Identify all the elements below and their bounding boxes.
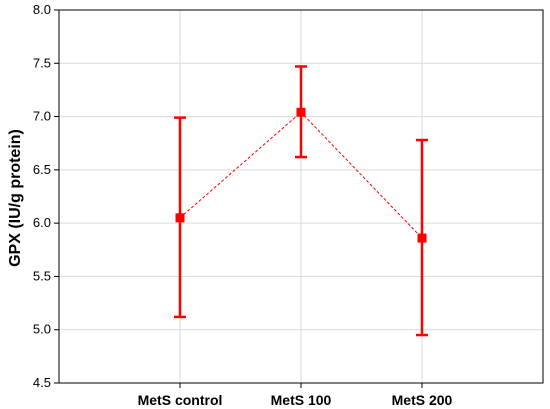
- data-point: [175, 213, 185, 223]
- x-axis: MetS control MetS 100 MetS 200: [138, 383, 453, 408]
- y-tick-label: 4.5: [33, 375, 51, 390]
- y-tick-label: 5.0: [33, 322, 51, 337]
- y-axis-title: GPX (IU/g protein): [7, 129, 24, 267]
- x-category-label: MetS 100: [271, 392, 332, 408]
- y-tick-label: 7.5: [33, 55, 51, 70]
- y-tick-label: 6.5: [33, 162, 51, 177]
- series: [174, 65, 428, 337]
- y-tick-label: 8.0: [33, 2, 51, 17]
- y-tick-label: 7.0: [33, 109, 51, 124]
- y-tick-label: 6.0: [33, 215, 51, 230]
- data-point: [296, 107, 306, 117]
- y-axis: 4.5 5.0 5.5 6.0 6.5 7.0 7.5 8.0: [33, 2, 59, 390]
- y-tick-label: 5.5: [33, 268, 51, 283]
- x-category-label: MetS 200: [392, 392, 453, 408]
- data-point: [417, 233, 427, 243]
- x-category-label: MetS control: [138, 392, 223, 408]
